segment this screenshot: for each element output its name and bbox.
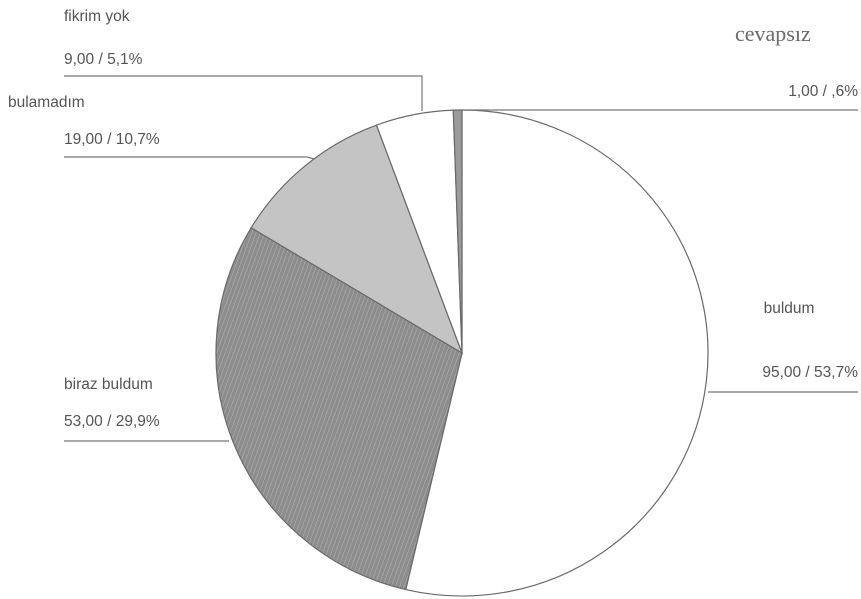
slice-value-buldum: 95,00 / 53,7%: [762, 364, 858, 381]
slice-biraz-buldum: [215, 226, 463, 591]
slice-value-cevapsiz: 1,00 / ,6%: [788, 83, 858, 100]
slice-label-biraz-buldum: biraz buldum: [64, 376, 153, 393]
slice-value-fikrim-yok: 9,00 / 5,1%: [64, 51, 143, 68]
leader-lines: [64, 75, 858, 442]
slice-cevapsiz: [452, 109, 463, 354]
leader-line-fikrim-yok: [64, 75, 423, 111]
slice-label-cevapsiz: cevapsız: [735, 21, 811, 46]
slice-label-fikrim-yok: fikrim yok: [64, 8, 130, 25]
slice-value-bulamadim: 19,00 / 10,7%: [64, 131, 160, 148]
leader-line-bulamadim: [64, 156, 315, 160]
slice-label-bulamadim: bulamadım: [8, 94, 85, 111]
pie-slices: [215, 109, 709, 597]
slice-label-buldum: buldum: [764, 300, 815, 317]
slice-buldum: [405, 109, 709, 597]
slice-value-biraz-buldum: 53,00 / 29,9%: [64, 413, 160, 430]
slice-bulamadim: [250, 124, 464, 355]
